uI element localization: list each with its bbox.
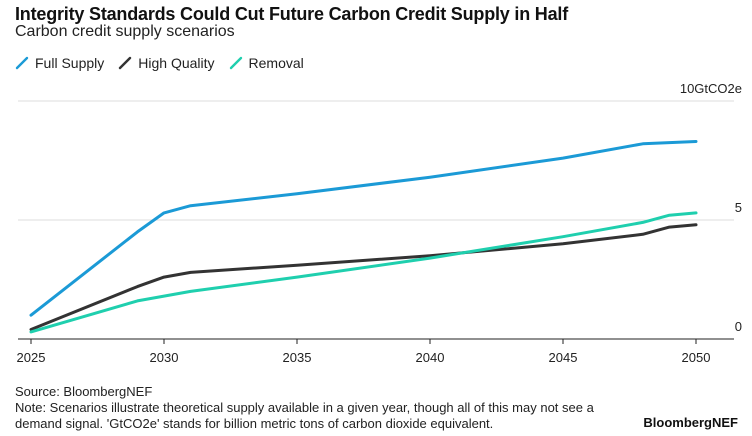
x-tick-label-2050: 2050 (682, 350, 711, 365)
footnote: Note: Scenarios illustrate theoretical s… (15, 400, 594, 431)
source-note: Source: BloombergNEF (15, 384, 153, 399)
series-line-full-supply (29, 140, 698, 317)
chart-title: Integrity Standards Could Cut Future Car… (15, 4, 569, 24)
x-tick-label-2025: 2025 (17, 350, 46, 365)
legend-label-high-quality: High Quality (138, 55, 215, 71)
y-tick-label-10: 10GtCO2e (680, 81, 742, 96)
legend-swatch-full-supply (15, 56, 29, 70)
legend-swatch-line-high-quality (119, 56, 132, 70)
legend-label-removal: Removal (248, 55, 304, 71)
legend-swatch-high-quality (119, 56, 132, 70)
legend-label-full-supply: Full Supply (35, 55, 105, 71)
legend-item-high-quality: High Quality (118, 55, 215, 71)
y-tick-label-0: 0 (735, 319, 742, 334)
x-tick-label-2035: 2035 (283, 350, 312, 365)
legend-item-full-supply: Full Supply (15, 55, 104, 71)
legend-swatch-line-full-supply (15, 56, 29, 70)
x-tick-label-2045: 2045 (549, 350, 578, 365)
x-tick-label-2030: 2030 (150, 350, 179, 365)
legend-swatch-line-removal (229, 56, 242, 70)
brand-logo-text: BloombergNEF (643, 415, 738, 430)
series-line-high-quality (29, 223, 698, 331)
x-tick-label-2040: 2040 (416, 350, 445, 365)
legend-item-removal: Removal (229, 55, 304, 71)
y-tick-label-5: 5 (735, 200, 742, 215)
chart-subtitle: Carbon credit supply scenarios (15, 23, 235, 40)
legend-swatch-removal (229, 56, 242, 70)
series-line-removal (29, 211, 698, 334)
legend: Full Supply High Quality Removal (15, 55, 318, 71)
